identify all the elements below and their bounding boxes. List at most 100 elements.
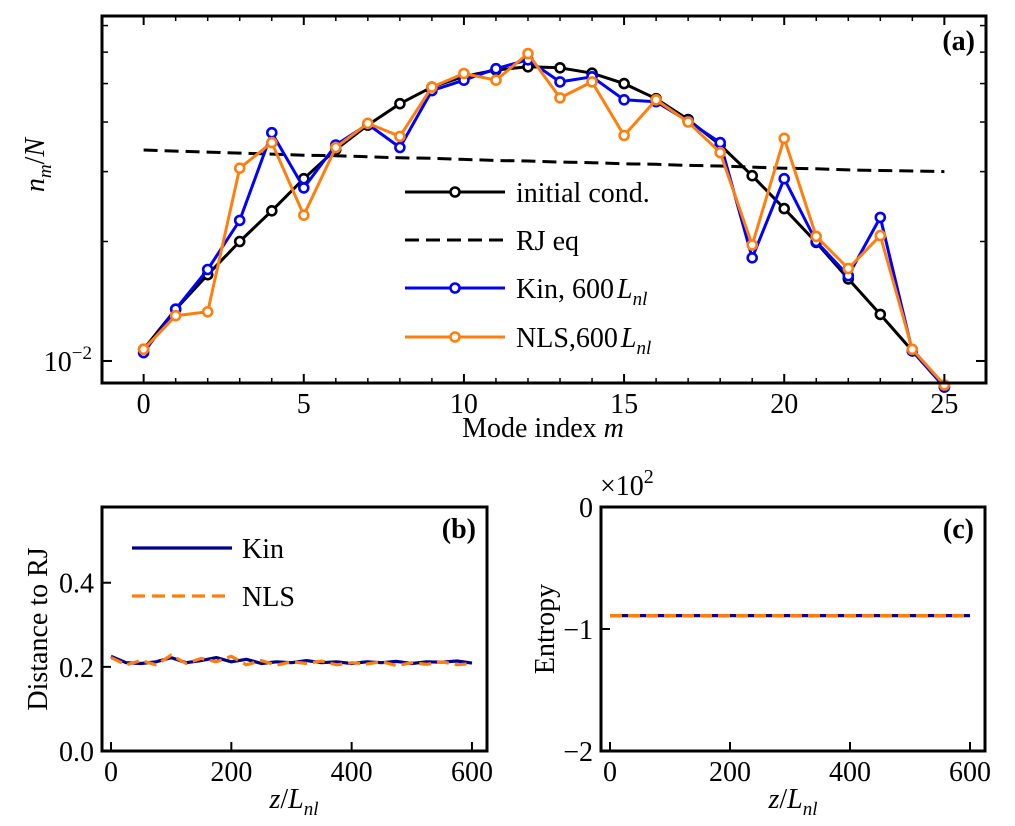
series-line-nls xyxy=(110,653,473,668)
tick-label: 0.4 xyxy=(59,569,94,600)
data-point xyxy=(778,132,791,145)
data-point xyxy=(522,47,534,60)
data-point xyxy=(874,308,887,321)
panel-c-ylabel: Entropy xyxy=(530,584,561,674)
data-point xyxy=(586,76,598,88)
tick-label: 0 xyxy=(579,493,593,524)
data-point xyxy=(554,76,566,88)
data-point xyxy=(618,94,630,106)
panel-c-ticks: 0 200 400 600 −2 −1 0 xyxy=(563,493,991,788)
tick-label: 0 xyxy=(104,757,118,788)
data-point xyxy=(297,182,310,194)
tick-label: 200 xyxy=(709,757,751,788)
tick-label: 20 xyxy=(770,389,798,420)
tick-label: −2 xyxy=(563,737,593,768)
panel-b-ylabel: Distance to RJ xyxy=(23,547,54,710)
data-point xyxy=(361,117,374,130)
data-point xyxy=(874,211,887,224)
panel-a-legend: initial cond. RJ eq Kin, 600 Lnl NLS,600 Lnl xyxy=(405,178,651,359)
tick-label: 5 xyxy=(297,389,311,420)
panel-b-xlabel: z/Lnl xyxy=(268,784,318,820)
data-point xyxy=(394,97,406,110)
data-point xyxy=(137,343,150,356)
panel-a-series xyxy=(137,47,951,393)
panel-c-label: (c) xyxy=(943,514,974,545)
data-point xyxy=(490,62,502,75)
legend-label: Kin, 600 Lnl xyxy=(516,274,647,310)
tick-label: 10−2 xyxy=(44,343,92,378)
panel-a-xlabel: Mode index m xyxy=(462,413,624,444)
data-point xyxy=(265,126,278,139)
data-point xyxy=(233,214,246,227)
panel-a-label: (a) xyxy=(942,26,975,57)
data-point xyxy=(554,92,566,104)
data-point xyxy=(426,81,438,93)
panel-b-ticks: 0 200 400 600 0.0 0.2 0.4 xyxy=(59,569,493,788)
tick-label: 400 xyxy=(331,757,373,788)
panel-b-legend: Kin NLS xyxy=(132,534,295,613)
data-point xyxy=(329,141,342,154)
data-point xyxy=(842,262,855,275)
data-point xyxy=(746,169,759,182)
tick-label: 600 xyxy=(949,757,991,788)
data-point xyxy=(650,94,662,106)
tick-label: 600 xyxy=(451,757,493,788)
data-point xyxy=(458,67,470,80)
series-line-nls-600-l-nl xyxy=(142,52,946,387)
legend-label: NLS,600 Lnl xyxy=(516,323,651,359)
data-point xyxy=(233,162,246,174)
data-point xyxy=(394,141,406,154)
legend-label: Kin xyxy=(242,534,284,565)
data-point xyxy=(554,62,566,74)
tick-label: 200 xyxy=(210,757,252,788)
data-point xyxy=(201,263,214,276)
data-point xyxy=(297,209,310,221)
tick-label: 0 xyxy=(137,389,151,420)
legend-marker xyxy=(449,331,461,343)
data-point xyxy=(618,129,630,142)
data-point xyxy=(265,205,278,217)
tick-label: −1 xyxy=(563,615,593,646)
panel-a-ylabel: nm/N xyxy=(20,137,56,193)
tick-label: 10 xyxy=(450,389,478,420)
panel-a-frame xyxy=(100,14,988,385)
panel-b: Kin NLS 0 200 400 600 0.0 0.2 0.4 (b) Distance … xyxy=(23,505,493,820)
panel-a-ticks: 0 5 10 15 20 25 10−2 xyxy=(44,16,986,420)
data-point xyxy=(265,136,278,149)
legend-label: initial cond. xyxy=(516,178,650,209)
tick-label: 400 xyxy=(829,757,871,788)
data-point xyxy=(714,146,727,159)
data-point xyxy=(746,251,759,264)
panel-b-series xyxy=(110,653,473,668)
data-point xyxy=(618,77,630,90)
panel-c-xlabel: z/Lnl xyxy=(767,784,817,820)
data-point xyxy=(746,239,759,251)
legend-marker xyxy=(449,186,461,198)
data-point xyxy=(810,230,823,243)
data-point xyxy=(233,235,246,248)
tick-label: 15 xyxy=(610,389,638,420)
legend-marker xyxy=(449,282,461,294)
legend-label: RJ eq xyxy=(516,226,579,257)
legend-label: NLS xyxy=(242,582,295,613)
tick-label: 25 xyxy=(930,389,958,420)
panel-c-multiplier: ×102 xyxy=(600,466,654,502)
tick-label: 0.0 xyxy=(59,737,94,768)
data-point xyxy=(906,343,919,356)
panel-c-frame xyxy=(599,505,987,753)
panel-b-label: (b) xyxy=(442,514,476,545)
data-point xyxy=(714,136,727,149)
tick-label: 0.2 xyxy=(59,653,94,684)
panel-c: 0 200 400 600 −2 −1 0 (c) ×102 Entropy z/Lnl xyxy=(530,466,991,820)
data-point xyxy=(169,309,182,322)
data-point xyxy=(201,305,214,318)
data-point xyxy=(778,172,791,185)
tick-label: 0 xyxy=(603,757,617,788)
data-point xyxy=(490,74,502,86)
data-point xyxy=(778,202,791,215)
data-point xyxy=(682,116,694,128)
data-point xyxy=(874,229,887,242)
data-point xyxy=(394,130,406,143)
